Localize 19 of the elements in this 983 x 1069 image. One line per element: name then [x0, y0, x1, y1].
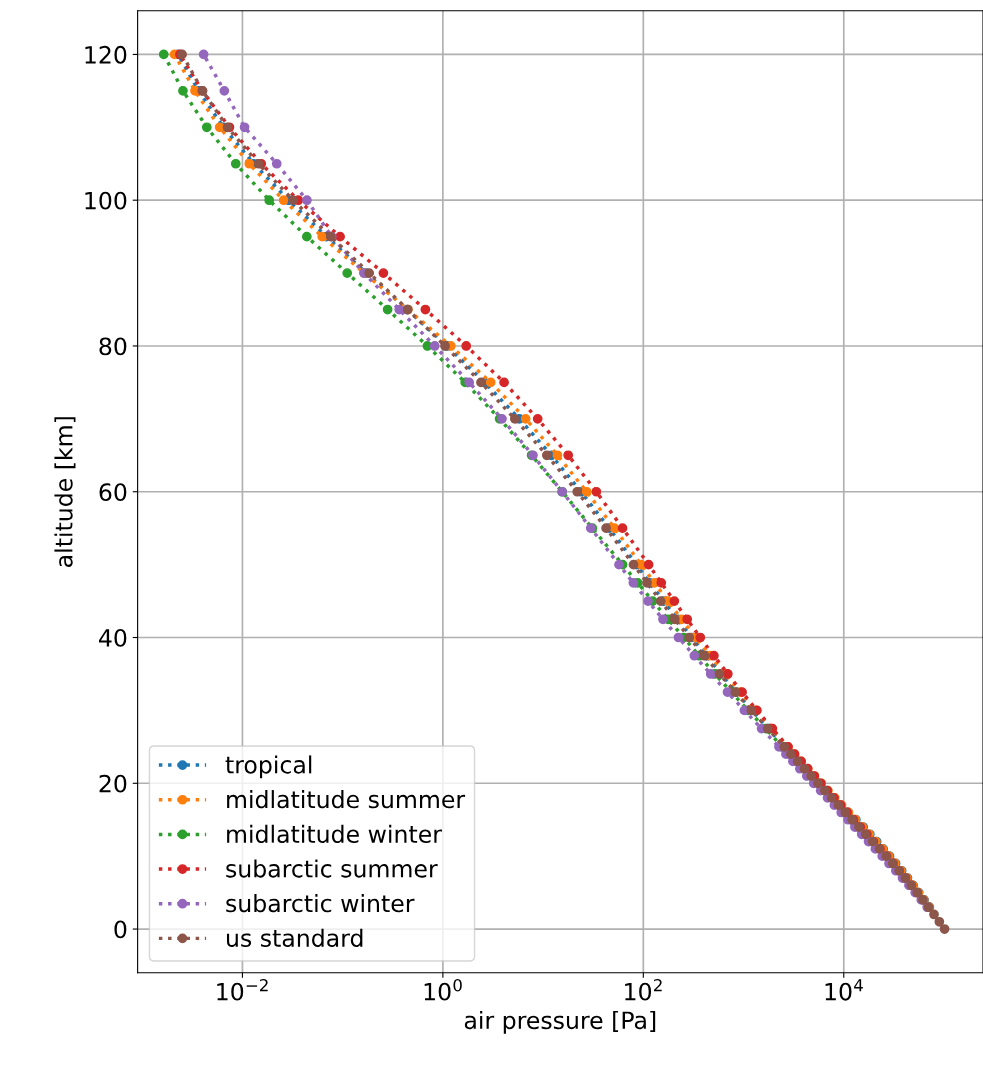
x-tick-label: 10$^{0}$	[424, 978, 462, 1001]
y-tick-label: 60	[99, 483, 127, 502]
legend-label: midlatitude winter	[227, 824, 442, 843]
y-tick-label: 0	[114, 920, 127, 939]
y-tick-label: 40	[99, 628, 127, 647]
x-tick-label: 10$^{2}$	[625, 978, 662, 1001]
x-tick-label: 10$^{−2}$	[217, 978, 268, 1001]
legend-label: subarctic summer	[226, 859, 438, 878]
y-tick-label: 120	[85, 45, 127, 64]
legend-label: us standard	[226, 928, 363, 947]
x-axis-title: air pressure [Pa]	[464, 1010, 656, 1034]
legend-label: tropical	[225, 755, 312, 779]
x-tick-label: 10$^{4}$	[825, 979, 863, 1001]
y-tick-label: 20	[99, 774, 127, 793]
legend-label: midlatitude summer	[227, 790, 466, 809]
y-axis-title: altitude [km]	[54, 417, 76, 567]
legend-label: subarctic winter	[226, 894, 415, 913]
y-tick-label: 80	[99, 337, 127, 356]
y-tick-label: 100	[85, 191, 127, 210]
